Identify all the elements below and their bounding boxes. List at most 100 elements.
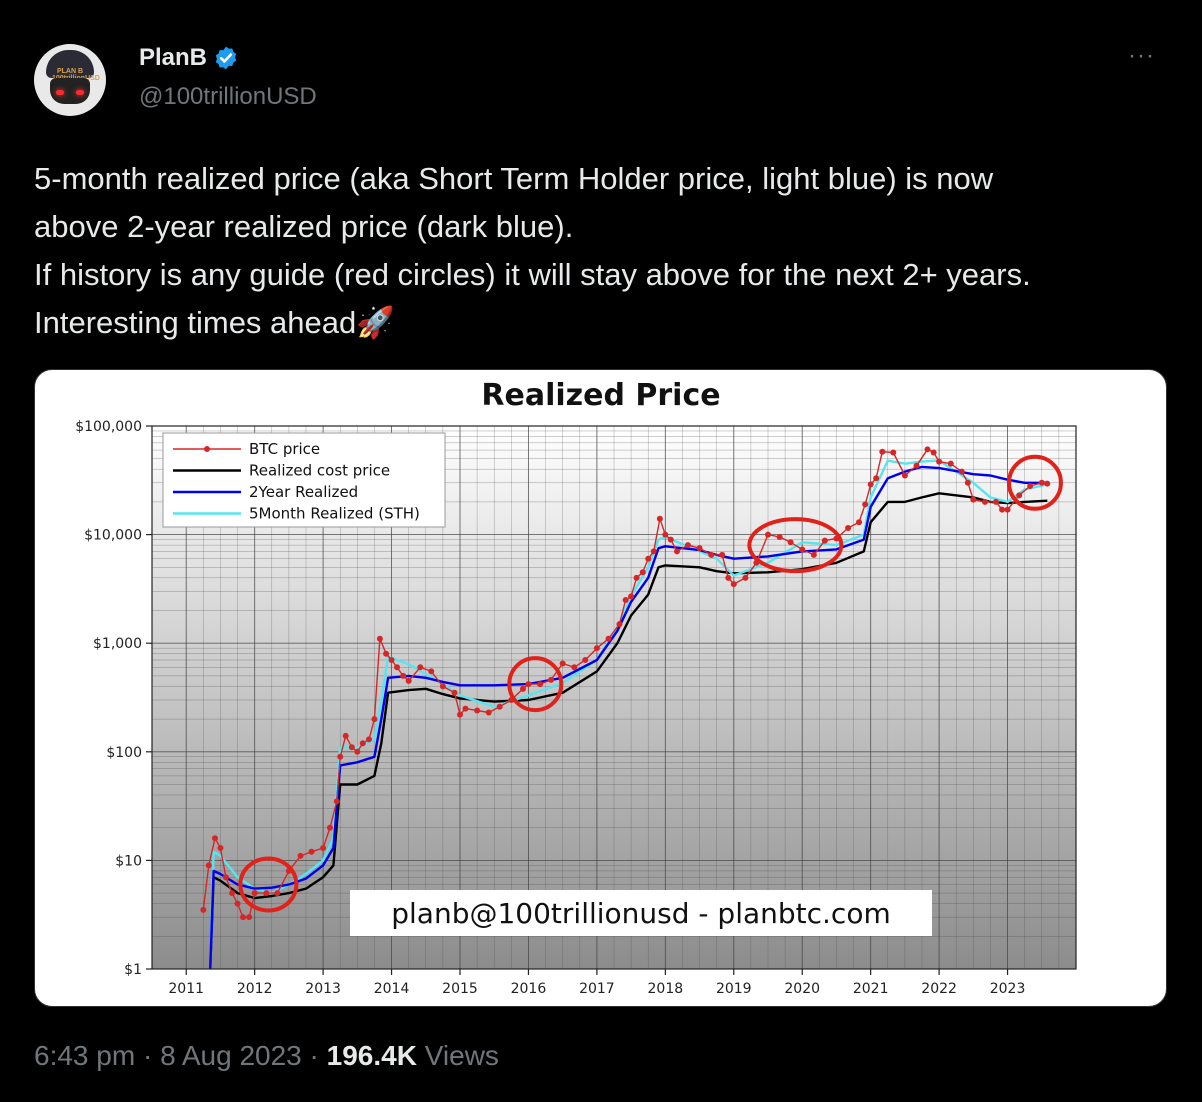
btc-price-point: [708, 551, 715, 558]
chart-title: Realized Price: [481, 378, 720, 413]
btc-price-point: [628, 593, 635, 600]
btc-price-point: [417, 664, 424, 671]
btc-price-point: [342, 732, 349, 739]
x-tick-label: 2014: [374, 981, 410, 997]
btc-price-point: [365, 736, 372, 743]
btc-price-point: [388, 657, 395, 664]
legend-label: 5Month Realized (STH): [249, 505, 420, 523]
btc-price-point: [297, 852, 304, 859]
btc-price-point: [719, 551, 726, 558]
btc-price-point: [799, 546, 806, 553]
btc-price-point: [821, 537, 828, 544]
tweet-text: 5-month realized price (aka Short Term H…: [34, 155, 1174, 347]
robot-eye-left: [56, 90, 64, 95]
btc-price-point: [662, 531, 669, 538]
btc-price-point: [992, 498, 999, 505]
author-handle[interactable]: @100trillionUSD: [139, 83, 317, 110]
x-tick-label: 2016: [511, 981, 547, 997]
btc-price-point: [354, 748, 361, 755]
watermark-text: planb@100trillionusd - planbtc.com: [391, 897, 890, 930]
tweet-line: If history is any guide (red circles) it…: [34, 257, 1031, 292]
y-tick-label: $100: [106, 745, 142, 761]
btc-price-point: [582, 657, 589, 664]
x-tick-label: 2021: [853, 981, 889, 997]
btc-price-point: [320, 845, 327, 852]
btc-price-point: [633, 574, 640, 581]
btc-price-point: [999, 506, 1006, 513]
tweet-line: Interesting times ahead🚀: [34, 305, 395, 340]
btc-price-point: [439, 683, 446, 690]
btc-price-point: [622, 596, 629, 603]
btc-price-point: [616, 621, 623, 628]
red-circle-annotation: [1006, 454, 1063, 511]
btc-price-point: [845, 525, 852, 532]
separator-dot: ·: [309, 1040, 319, 1071]
btc-price-point: [548, 676, 555, 683]
x-tick-label: 2020: [784, 981, 820, 997]
btc-price-point: [211, 835, 218, 842]
legend-label: Realized cost price: [249, 462, 390, 480]
btc-price-point: [326, 824, 333, 831]
btc-price-point: [571, 664, 578, 671]
btc-price-point: [645, 555, 652, 562]
btc-price-point: [650, 548, 657, 555]
btc-price-point: [462, 705, 469, 712]
red-circle-annotation: [238, 856, 299, 913]
tweet-date[interactable]: 8 Aug 2023: [160, 1040, 302, 1071]
tweet-footer: 6:43 pm · 8 Aug 2023 · 196.4K Views: [34, 1040, 499, 1072]
btc-price-point: [371, 716, 378, 723]
btc-price-point: [947, 460, 954, 467]
x-tick-label: 2022: [921, 981, 957, 997]
views-count: 196.4K: [326, 1040, 417, 1071]
series-line-btc-price: [202, 448, 1048, 918]
btc-price-point: [776, 534, 783, 541]
btc-price-point: [217, 845, 224, 852]
btc-price-point: [725, 574, 732, 581]
btc-price-point: [496, 703, 503, 710]
x-tick-label: 2019: [716, 981, 752, 997]
btc-price-point: [936, 458, 943, 465]
btc-price-point: [742, 574, 749, 581]
author-name[interactable]: PlanB: [139, 44, 208, 71]
series-line-realized-cost-price: [209, 492, 1048, 970]
btc-price-point: [205, 862, 212, 869]
y-tick-label: $1,000: [93, 636, 142, 652]
btc-price-point: [376, 635, 383, 642]
btc-price-point: [1027, 483, 1034, 490]
verified-badge-icon: [215, 46, 237, 70]
btc-price-point: [274, 890, 281, 897]
btc-price-point: [537, 681, 544, 688]
btc-price-point: [667, 536, 674, 543]
btc-price-point: [656, 515, 663, 522]
btc-price-point: [981, 498, 988, 505]
separator-dot: ·: [142, 1040, 153, 1071]
btc-price-point: [337, 753, 344, 760]
tweet-line: above 2-year realized price (dark blue).: [34, 209, 574, 244]
x-tick-label: 2011: [168, 981, 204, 997]
x-tick-label: 2013: [305, 981, 341, 997]
realized-price-chart: $1 $10 $100 $1,000 $10,000 $100,000 2011 2012 20…: [75, 378, 1077, 997]
btc-price-point: [1044, 480, 1051, 487]
chart-image-card[interactable]: $1 $10 $100 $1,000 $10,000 $100,000 2011 2012 20…: [34, 369, 1167, 1007]
btc-price-point: [222, 874, 229, 881]
btc-price-point: [930, 449, 937, 456]
btc-price-point: [308, 848, 315, 855]
btc-price-point: [787, 539, 794, 546]
more-options-icon[interactable]: ···: [1128, 42, 1155, 69]
avatar[interactable]: PLAN B 100trillionUSD: [34, 44, 106, 116]
btc-price-point: [873, 475, 880, 482]
btc-price-point: [879, 448, 886, 455]
btc-price-point: [810, 551, 817, 558]
btc-price-point: [428, 668, 435, 675]
tweet-time[interactable]: 6:43 pm: [34, 1040, 136, 1071]
btc-price-point: [457, 711, 463, 718]
x-tick-label: 2017: [579, 981, 615, 997]
btc-price-point: [348, 744, 355, 751]
btc-price-point: [229, 890, 236, 897]
btc-price-point: [200, 906, 207, 913]
btc-price-point: [559, 660, 566, 667]
btc-price-point: [263, 890, 270, 897]
btc-price-point: [862, 501, 869, 508]
author-name-row[interactable]: PlanB: [139, 44, 239, 72]
btc-price-point: [246, 914, 253, 921]
